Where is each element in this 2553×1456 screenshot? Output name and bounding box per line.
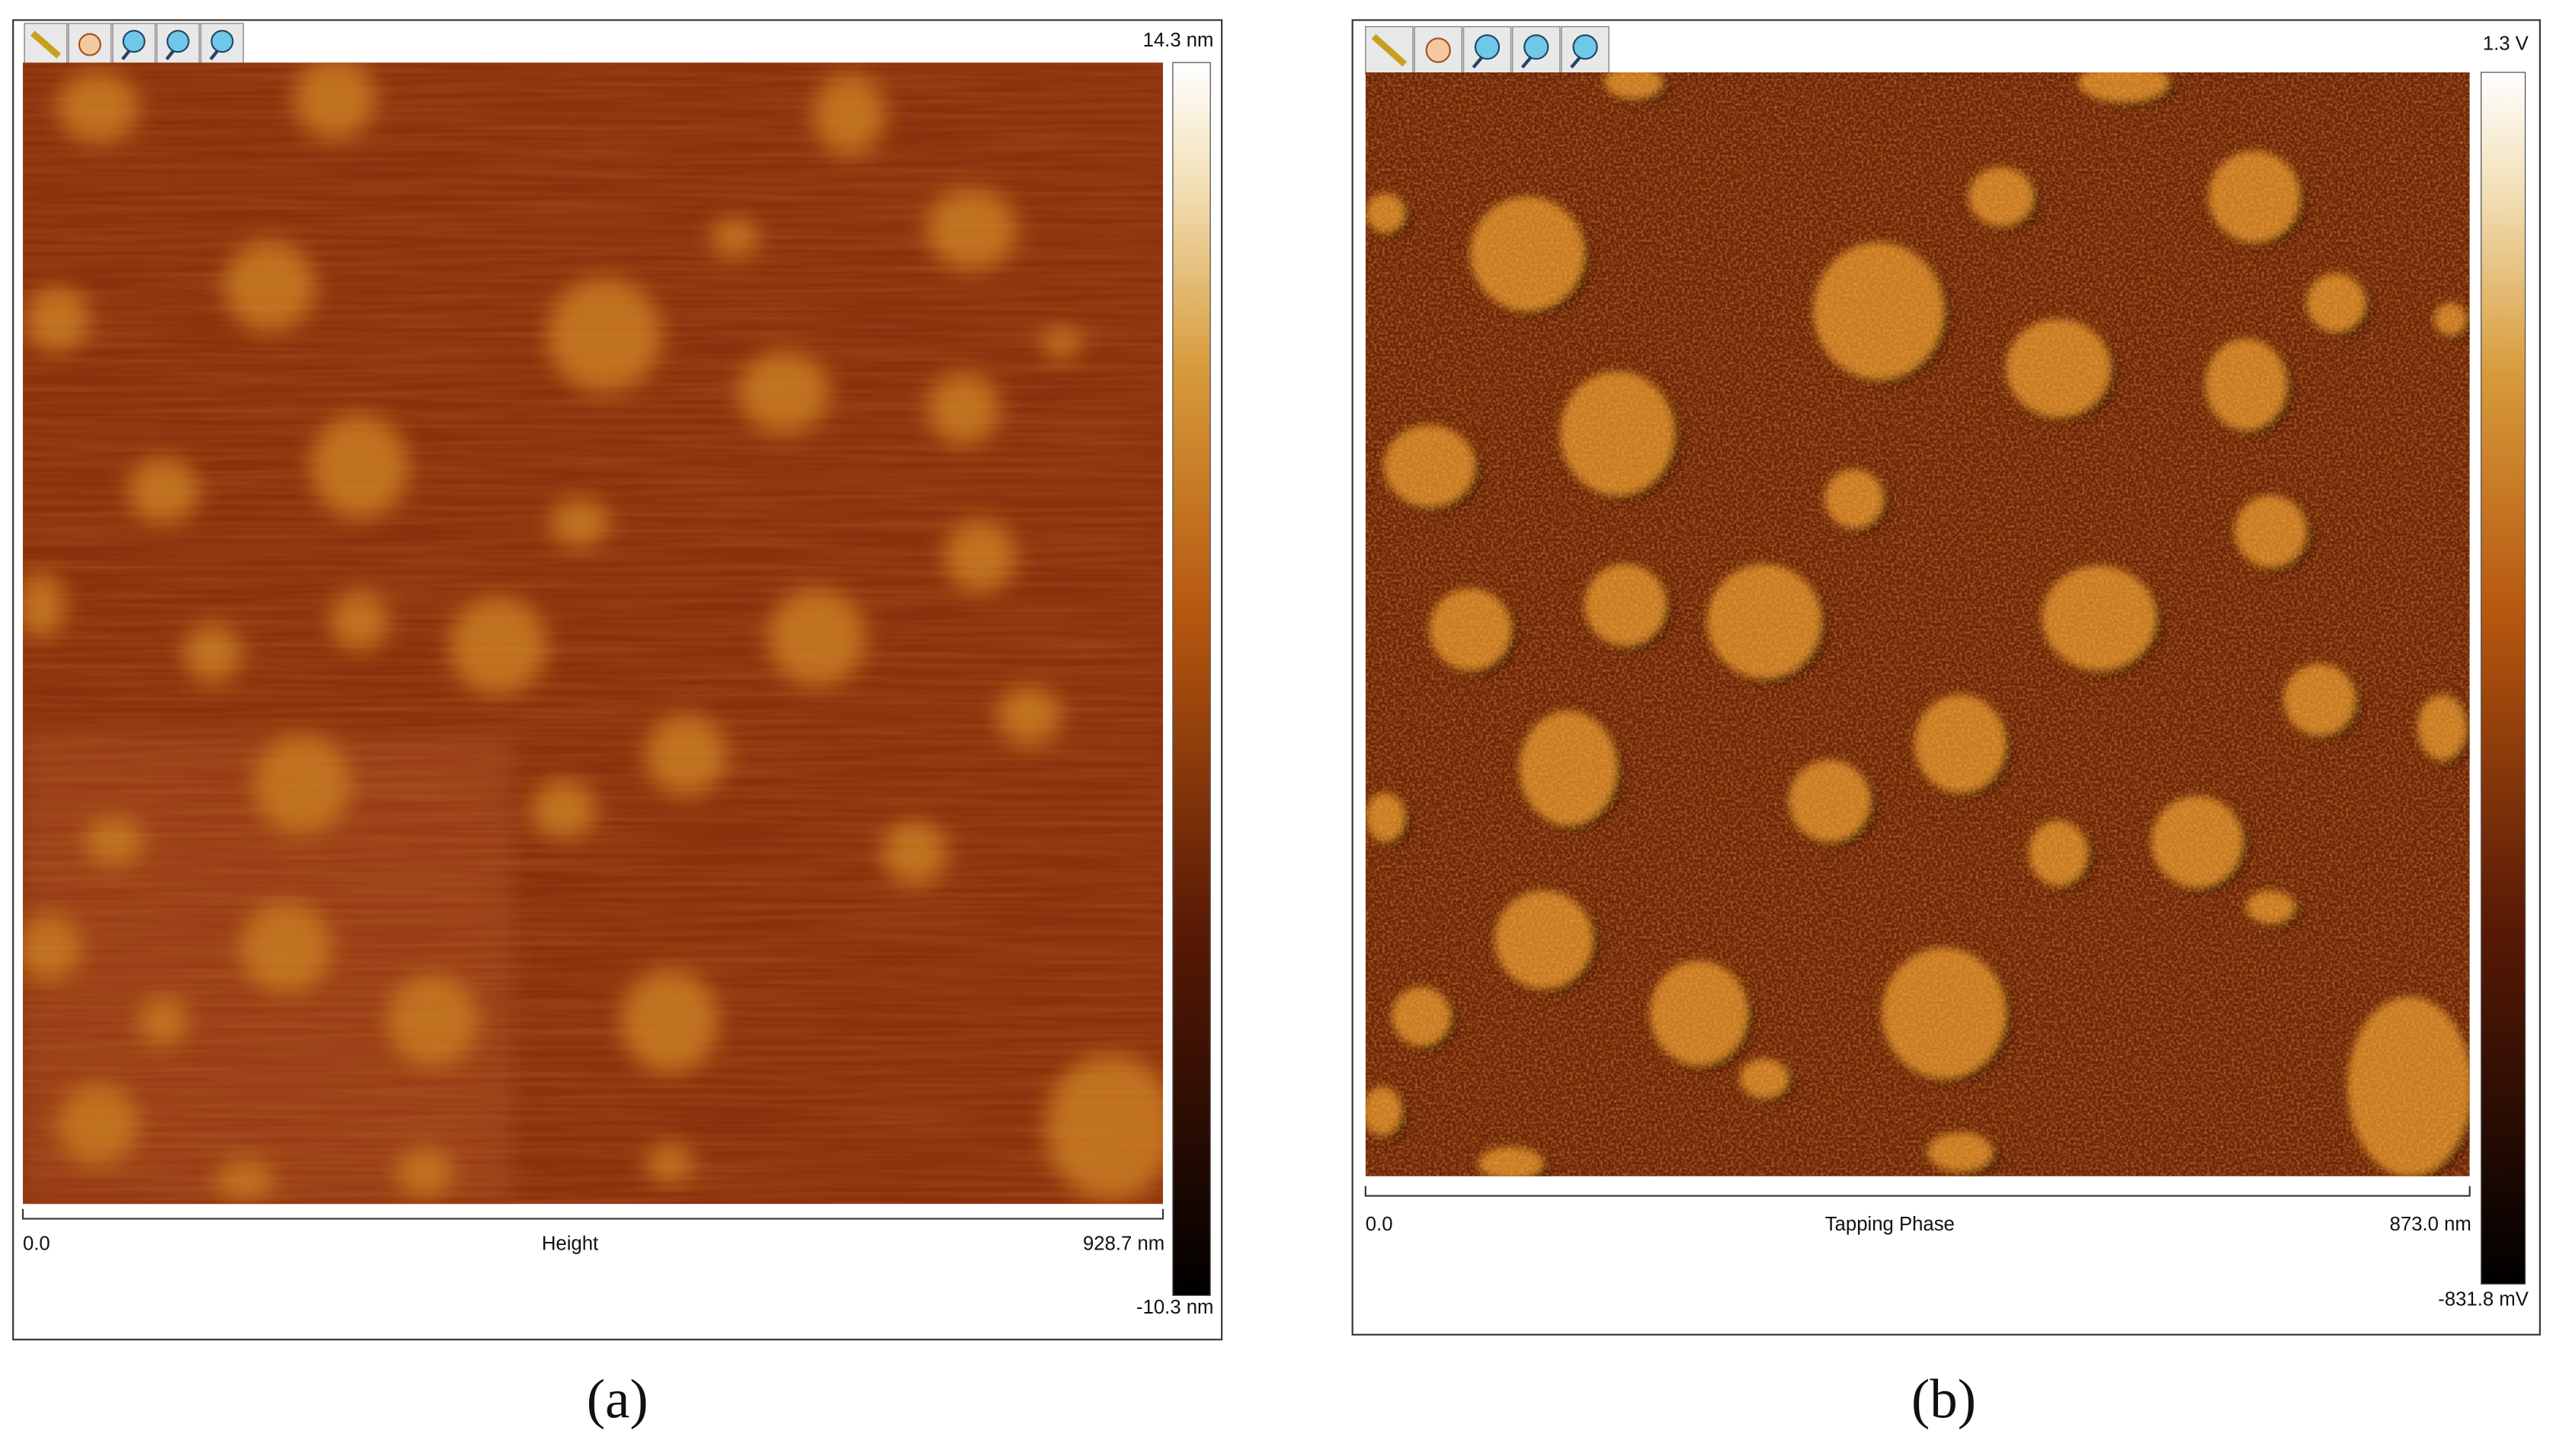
icon[interactable] <box>121 50 130 61</box>
axis-title: Tapping Phase <box>1825 1214 1955 1235</box>
tool-pan[interactable] <box>1414 26 1463 75</box>
icon[interactable] <box>210 30 234 53</box>
toolbar <box>1364 26 1610 75</box>
icon[interactable] <box>1472 56 1484 69</box>
icon[interactable] <box>1572 34 1598 60</box>
icon[interactable] <box>209 50 219 61</box>
icon[interactable] <box>122 30 146 53</box>
tool-ruler[interactable] <box>1364 26 1414 75</box>
color-scale <box>1172 62 1211 1296</box>
axis-start: 0.0 <box>1366 1214 1393 1235</box>
caption: (a) <box>587 1368 649 1430</box>
axis-end: 873.0 nm <box>2390 1214 2471 1235</box>
axis-start: 0.0 <box>23 1234 50 1255</box>
icon[interactable] <box>1371 34 1408 67</box>
icon[interactable] <box>1523 34 1549 60</box>
tool-zoom-in[interactable] <box>155 22 200 67</box>
icon[interactable] <box>30 30 61 59</box>
tool-zoom-out[interactable] <box>200 22 245 67</box>
scan-axis <box>21 1208 1164 1220</box>
tool-zoom-out[interactable] <box>1561 26 1610 75</box>
afm-image <box>1365 72 2470 1176</box>
tool-zoom-in[interactable] <box>1511 26 1561 75</box>
scale-min: -831.8 mV <box>2438 1289 2529 1310</box>
caption: (b) <box>1911 1368 1976 1430</box>
afm-image <box>23 62 1164 1205</box>
tool-zoom[interactable] <box>112 22 156 67</box>
icon[interactable] <box>78 33 101 56</box>
tool-zoom[interactable] <box>1462 26 1512 75</box>
axis-title: Height <box>542 1234 598 1255</box>
color-scale <box>2481 72 2526 1285</box>
icon[interactable] <box>1425 37 1451 63</box>
tool-ruler[interactable] <box>24 22 68 67</box>
scan-axis <box>1364 1186 2471 1197</box>
scale-max: 1.3 V <box>2483 33 2529 54</box>
icon[interactable] <box>1520 56 1533 69</box>
icon[interactable] <box>1570 56 1582 69</box>
axis-end: 928.7 nm <box>1083 1234 1164 1255</box>
scale-min: -10.3 nm <box>1136 1297 1213 1318</box>
icon[interactable] <box>166 30 190 53</box>
tool-pan[interactable] <box>68 22 112 67</box>
icon[interactable] <box>1474 34 1501 60</box>
toolbar <box>24 22 245 67</box>
icon[interactable] <box>165 50 175 61</box>
scale-max: 14.3 nm <box>1143 30 1214 51</box>
